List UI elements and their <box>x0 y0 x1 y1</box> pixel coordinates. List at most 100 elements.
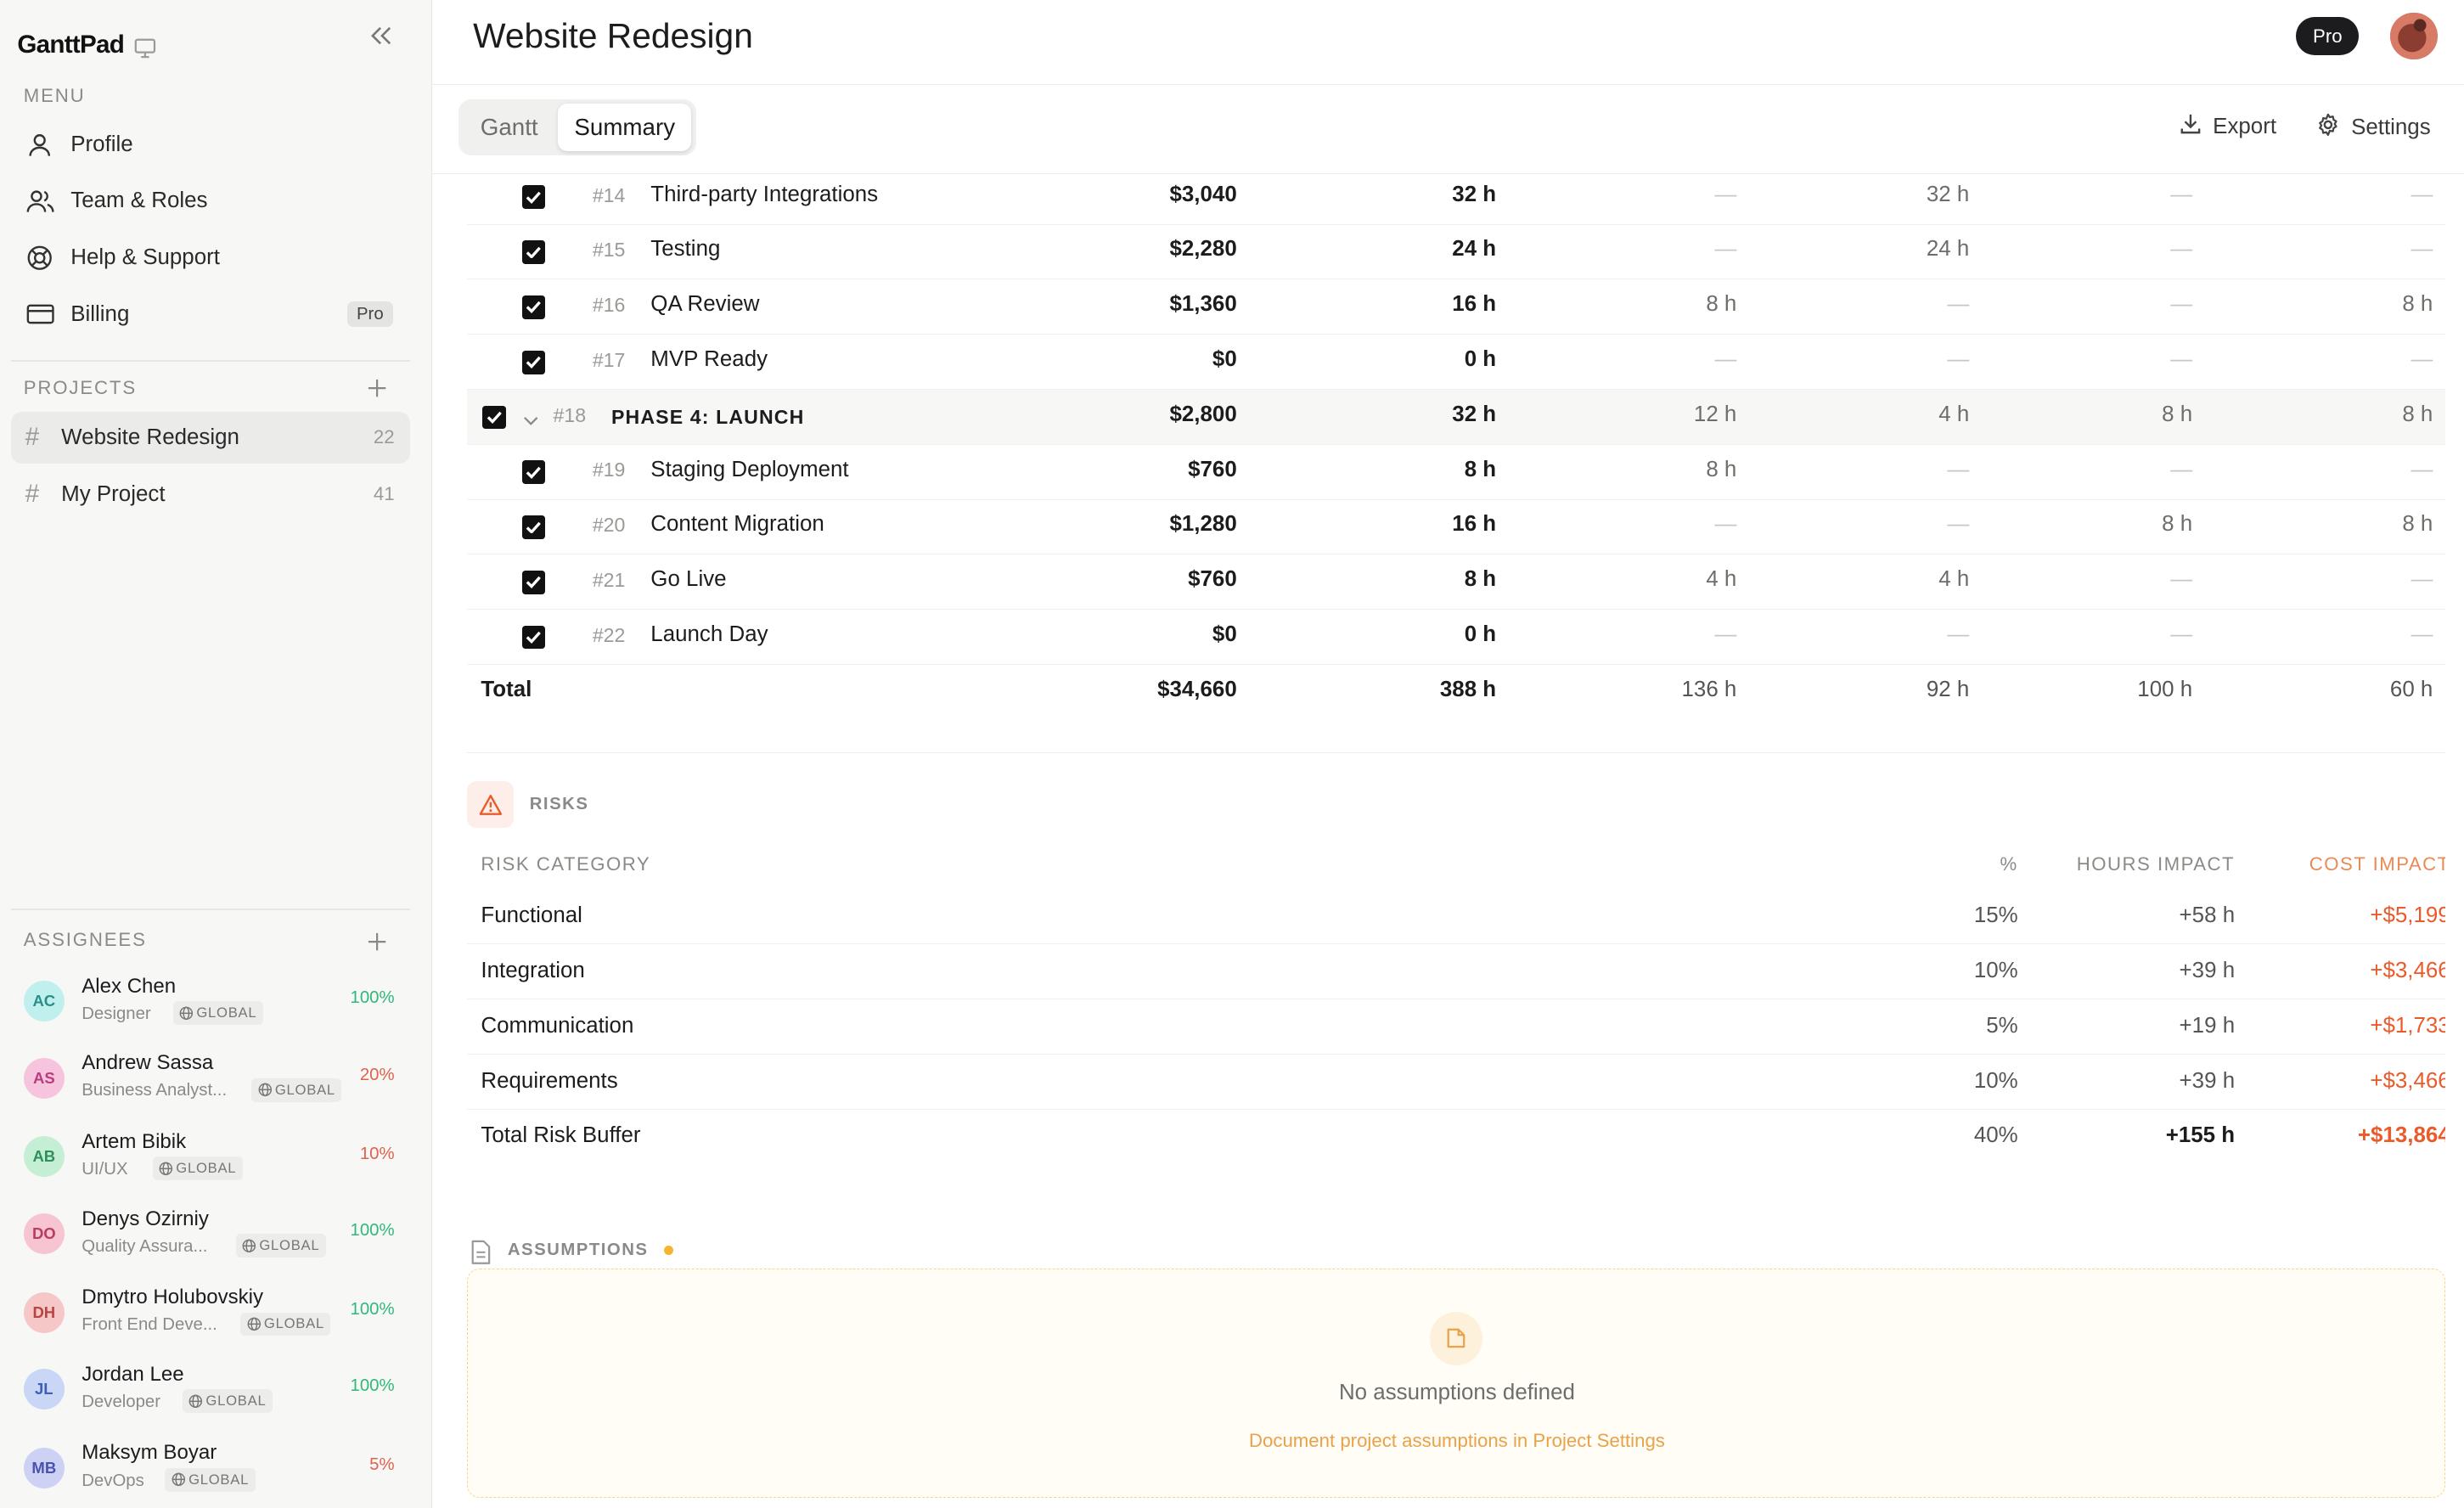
task-checkbox[interactable] <box>482 405 506 430</box>
task-hours: 0 h <box>1464 622 1497 646</box>
task-checkbox[interactable] <box>521 625 546 650</box>
task-c1: — <box>1714 512 1737 537</box>
settings-button[interactable]: Settings <box>2316 113 2431 143</box>
task-row[interactable]: #19 Staging Deployment $760 8 h 8 h — — — <box>466 445 2446 500</box>
global-label: GLOBAL <box>263 1315 324 1332</box>
risk-pct: 5% <box>1986 1013 2018 1038</box>
task-name: Launch Day <box>650 622 768 646</box>
task-checkbox[interactable] <box>521 240 546 264</box>
project-item-my-project[interactable]: # My Project 41 <box>11 469 410 520</box>
task-id: #17 <box>592 348 626 371</box>
task-c1: — <box>1714 622 1737 646</box>
assignee-allocation: 10% <box>359 1144 395 1163</box>
global-badge: GLOBAL <box>235 1234 326 1258</box>
menu-item-label: Profile <box>70 132 133 156</box>
task-name: Content Migration <box>650 512 824 537</box>
task-id: #22 <box>592 623 626 646</box>
risk-cost: +$3,466 <box>2370 1068 2446 1093</box>
assignee-name: Maksym Boyar <box>82 1441 217 1465</box>
projects-section-label: PROJECTS <box>23 377 137 399</box>
assignee-item[interactable]: AC Alex Chen Designer GLOBAL 100% <box>23 975 401 1038</box>
hash-icon: # <box>25 423 40 452</box>
assignee-role: UI/UX <box>82 1160 128 1179</box>
risk-cost: +$3,466 <box>2370 959 2446 983</box>
risk-hours: +58 h <box>2179 903 2236 928</box>
task-checkbox[interactable] <box>521 515 546 539</box>
main-area: Website Redesign Pro Gantt Summary Expor… <box>432 0 2464 1508</box>
task-name: QA Review <box>650 292 760 317</box>
project-count: 22 <box>373 426 395 448</box>
risks-section-header: RISKS <box>466 780 589 829</box>
task-row[interactable]: #17 MVP Ready $0 0 h — — — — <box>466 335 2446 391</box>
chevron-down-icon[interactable] <box>523 408 539 433</box>
view-toolbar: Gantt Summary Export Settings <box>432 85 2464 175</box>
add-project-icon[interactable] <box>364 375 390 401</box>
top-bar: Website Redesign Pro <box>432 0 2464 85</box>
add-assignee-icon[interactable] <box>364 929 390 954</box>
risk-pct-header: % <box>2000 853 2018 875</box>
task-id: #19 <box>592 459 626 481</box>
brand[interactable]: GanttPad <box>17 20 157 70</box>
globe-icon <box>172 1472 185 1487</box>
task-row[interactable]: #15 Testing $2,280 24 h — 24 h — — <box>466 225 2446 280</box>
collapse-sidebar-icon[interactable] <box>366 20 397 52</box>
task-c3: — <box>2170 347 2193 372</box>
task-c3: 8 h <box>2162 512 2193 537</box>
task-name: PHASE 4: LAUNCH <box>611 405 805 428</box>
task-c2: — <box>1947 347 1970 372</box>
assignee-item[interactable]: AB Artem Bibik UI/UX GLOBAL 10% <box>23 1130 401 1193</box>
tab-summary[interactable]: Summary <box>558 104 692 151</box>
task-c3: — <box>2170 237 2193 262</box>
task-row[interactable]: #22 Launch Day $0 0 h — — — — <box>466 610 2446 665</box>
menu-item-help-support[interactable]: Help & Support <box>13 233 408 283</box>
risk-row: Requirements 10% +39 h +$3,466 <box>466 1055 2446 1110</box>
assignee-role: DevOps <box>82 1471 144 1490</box>
task-c4: 8 h <box>2402 402 2433 426</box>
assignee-item[interactable]: DO Denys Ozirniy Quality Assura... GLOBAL 10… <box>23 1207 401 1270</box>
assumptions-settings-link[interactable]: Document project assumptions in Project … <box>1248 1429 1665 1451</box>
avatar: DH <box>23 1291 65 1333</box>
menu-item-team-roles[interactable]: Team & Roles <box>13 176 408 226</box>
task-row[interactable]: #20 Content Migration $1,280 16 h — — 8 h 8 h <box>466 500 2446 555</box>
avatar: AS <box>23 1057 65 1099</box>
lifebuoy-icon <box>25 243 55 273</box>
task-name: MVP Ready <box>650 347 768 372</box>
project-item-website-redesign[interactable]: # Website Redesign 22 <box>10 411 411 464</box>
task-row[interactable]: #16 QA Review $1,360 16 h 8 h — — 8 h <box>466 279 2446 335</box>
sidebar-divider <box>10 359 411 362</box>
task-name: Testing <box>650 237 721 262</box>
tab-gantt[interactable]: Gantt <box>480 113 538 140</box>
task-hours: 8 h <box>1464 457 1497 481</box>
global-label: GLOBAL <box>274 1081 335 1098</box>
hash-icon: # <box>25 480 40 509</box>
task-checkbox[interactable] <box>521 295 546 319</box>
settings-label: Settings <box>2351 115 2431 140</box>
assignee-item[interactable]: AS Andrew Sassa Business Analyst... GLOBAL 2… <box>23 1051 401 1114</box>
risk-cost-header: COST IMPACT <box>2309 853 2446 875</box>
task-checkbox[interactable] <box>521 570 546 594</box>
assignee-item[interactable]: JL Jordan Lee Developer GLOBAL 100% <box>23 1363 401 1426</box>
assignee-item[interactable]: DH Dmytro Holubovskiy Front End Deve... GLO… <box>23 1286 401 1348</box>
assignee-item[interactable]: MB Maksym Boyar DevOps GLOBAL 5% <box>23 1441 401 1504</box>
global-badge: GLOBAL <box>251 1078 342 1102</box>
task-checkbox[interactable] <box>521 350 546 374</box>
task-row[interactable]: #14 Third-party Integrations $3,040 32 h — 32… <box>466 174 2446 225</box>
phase-row[interactable]: #18 PHASE 4: LAUNCH $2,800 32 h 12 h 4 h 8 h 8 … <box>466 390 2446 445</box>
task-hours: 16 h <box>1452 512 1497 537</box>
task-cost: $2,800 <box>1169 402 1237 426</box>
export-button[interactable]: Export <box>2180 113 2276 141</box>
menu-item-profile[interactable]: Profile <box>13 120 408 170</box>
task-checkbox[interactable] <box>521 185 546 210</box>
task-c4: — <box>2411 182 2433 206</box>
menu-item-billing[interactable]: Billing Pro <box>13 290 408 340</box>
menu-section-label: MENU <box>23 84 86 106</box>
task-checkbox[interactable] <box>521 460 546 485</box>
global-badge: GLOBAL <box>240 1312 331 1336</box>
user-avatar[interactable] <box>2390 12 2438 60</box>
task-hours: 32 h <box>1452 402 1497 426</box>
task-hours: 0 h <box>1464 347 1497 372</box>
risk-category-header: RISK CATEGORY <box>481 853 651 875</box>
page-title: Website Redesign <box>473 15 753 55</box>
pro-badge[interactable]: Pro <box>2296 17 2360 55</box>
task-row[interactable]: #21 Go Live $760 8 h 4 h 4 h — — <box>466 554 2446 611</box>
